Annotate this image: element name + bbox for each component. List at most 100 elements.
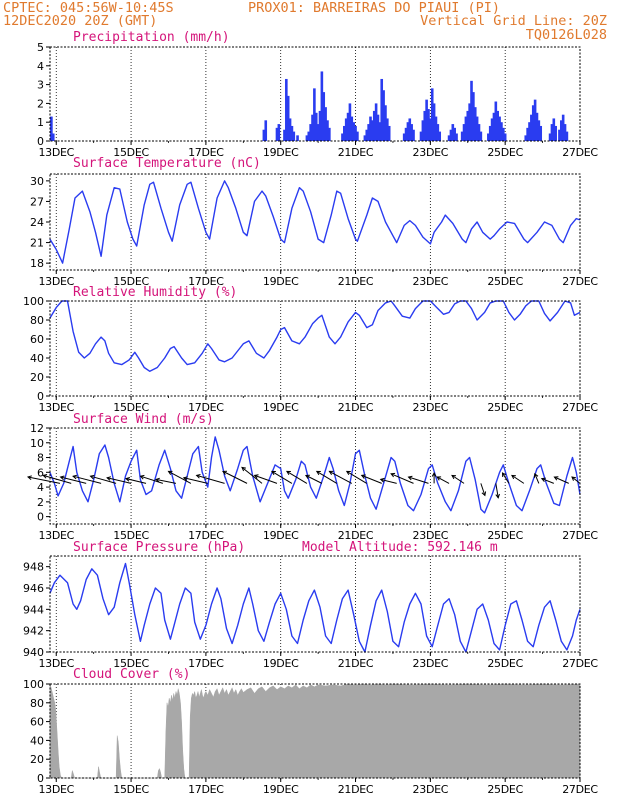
precip-bar xyxy=(328,127,331,141)
wind-vector-head xyxy=(304,474,310,479)
wind-y-tick-label: 12 xyxy=(30,422,44,435)
precip-x-tick-label: 21DEC xyxy=(338,146,374,159)
precip-bar xyxy=(410,124,413,141)
precip-bar xyxy=(502,127,505,141)
precip-bar xyxy=(412,129,415,141)
temp-x-tick-label: 25DEC xyxy=(487,275,523,288)
cloud-x-tick-label: 19DEC xyxy=(263,783,299,796)
wind-vector xyxy=(380,478,397,484)
panel-pres: 940 942 944 946 948 13DEC 15DEC 17DEC 19DEC 21DEC… xyxy=(23,555,599,670)
wind-vector-head xyxy=(533,472,539,478)
wind-vector xyxy=(168,470,192,484)
precip-bar xyxy=(554,125,557,141)
precip-bar xyxy=(498,116,501,141)
precip-bar xyxy=(382,90,385,141)
precip-bar xyxy=(290,125,294,141)
wind-x-tick-label: 13DEC xyxy=(38,529,74,542)
rh-x-tick-label: 23DEC xyxy=(413,401,449,414)
pres-x-tick-label: 13DEC xyxy=(38,657,74,670)
rh-x-tick-label: 27DEC xyxy=(562,401,598,414)
precip-bar xyxy=(376,114,380,141)
temperature-title: Surface Temperature (nC) xyxy=(73,156,261,171)
precip-bar xyxy=(305,135,309,141)
cloud-x-tick-label: 17DEC xyxy=(188,783,224,796)
precip-y-tick-label: 5 xyxy=(37,41,44,54)
precip-y-tick-label: 4 xyxy=(37,60,44,73)
pres-frame xyxy=(49,555,581,653)
wind-vector-head xyxy=(89,474,95,480)
cloud-y-tick-label: 20 xyxy=(30,753,44,766)
temp-x-tick-label: 27DEC xyxy=(562,275,598,288)
cloud-y-tick-label: 40 xyxy=(30,734,44,747)
wind-x-tick-label: 21DEC xyxy=(338,529,374,542)
temp-y-tick-label: 24 xyxy=(30,216,44,229)
precip-bar xyxy=(378,122,382,141)
wind-vector-head xyxy=(345,470,351,476)
wind-vector xyxy=(511,474,525,484)
wind-y-tick-label: 2 xyxy=(37,496,44,509)
precip-bar xyxy=(344,118,348,141)
pres-x-tick-label: 27DEC xyxy=(562,657,598,670)
precip-bar xyxy=(503,133,507,141)
precip-bar xyxy=(408,118,412,141)
header-run-time: 12DEC2020 20Z (GMT) xyxy=(3,13,157,29)
precipitation-title: Precipitation (mm/h) xyxy=(73,30,230,45)
precip-bar xyxy=(552,118,556,141)
precip-bar xyxy=(462,124,466,141)
wind-vector xyxy=(183,477,208,484)
wind-x-tick-label: 19DEC xyxy=(263,529,299,542)
panel-cloud: 0 20 40 60 80 100 13DEC 15DEC 17DEC 19DEC 21DEC 23D… xyxy=(23,678,599,796)
wind-vector-head xyxy=(431,471,437,477)
precip-bar xyxy=(402,133,406,141)
precip-y-tick-label: 1 xyxy=(37,116,44,129)
precip-bar xyxy=(374,103,378,141)
rh-y-tick-label: 0 xyxy=(37,390,44,403)
precip-bar xyxy=(548,133,552,141)
temp-x-tick-label: 23DEC xyxy=(413,275,449,288)
wind-vector xyxy=(155,478,177,484)
wind-vector-head xyxy=(124,477,131,482)
rh-x-tick-label: 15DEC xyxy=(113,401,149,414)
precip-bar xyxy=(423,110,427,141)
cloud-x-tick-label: 21DEC xyxy=(338,783,374,796)
temp-x-tick-label: 17DEC xyxy=(188,275,224,288)
wind-vector-head xyxy=(451,474,457,480)
pres-y-tick-label: 940 xyxy=(23,646,44,659)
wind-vector xyxy=(271,470,293,484)
wind-vector xyxy=(554,476,569,484)
precip-bar xyxy=(419,131,423,141)
wind-vector-head xyxy=(328,470,334,475)
wind-y-tick-label: 10 xyxy=(30,437,44,450)
precip-x-tick-label: 23DEC xyxy=(413,146,449,159)
precip-bar xyxy=(318,110,322,141)
precip-bar xyxy=(372,110,376,141)
wind-vector xyxy=(361,474,382,484)
precip-bar xyxy=(314,112,318,141)
precip-bar xyxy=(490,118,494,141)
panel-temp: 18 21 24 27 30 13DEC 15DEC 17DEC 19DEC 21DEC 23DEC… xyxy=(30,173,599,288)
precip-bar xyxy=(365,129,369,141)
wind-vector xyxy=(390,473,414,484)
wind-vector xyxy=(346,470,368,484)
wind-vector xyxy=(451,474,465,484)
rh-y-tick-label: 60 xyxy=(30,333,44,346)
cloud-y-tick-label: 100 xyxy=(23,678,44,691)
wind-x-tick-label: 25DEC xyxy=(487,529,523,542)
precip-bar xyxy=(432,103,436,141)
wind-frame xyxy=(49,427,581,525)
precip-bar xyxy=(537,120,541,141)
precip-bar xyxy=(500,122,503,141)
precip-bar xyxy=(438,131,442,141)
precip-bar xyxy=(429,118,432,141)
precip-bar xyxy=(451,124,455,141)
wind-vector xyxy=(480,483,486,496)
precip-bar xyxy=(386,118,389,141)
precip-bar xyxy=(277,124,281,141)
wind-vector-head xyxy=(540,477,546,483)
header-station: PROX01: BARREIRAS DO PIAUI (PI) xyxy=(248,0,500,16)
wind-vector-head xyxy=(315,470,321,476)
cloud-x-tick-label: 27DEC xyxy=(562,783,598,796)
precip-bar xyxy=(384,105,387,141)
precip-y-tick-label: 3 xyxy=(37,79,44,92)
